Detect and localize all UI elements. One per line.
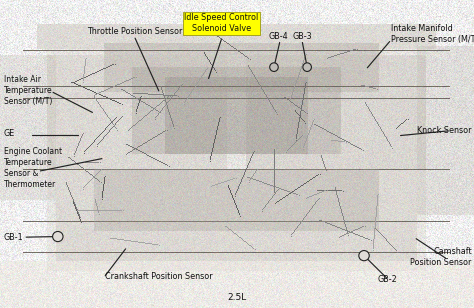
Ellipse shape [359,250,369,261]
Text: Idle Speed Control
Solenoid Valve: Idle Speed Control Solenoid Valve [184,13,258,33]
Text: GB-2: GB-2 [378,275,398,284]
Text: GB-4: GB-4 [269,32,289,41]
Text: GB-1: GB-1 [4,233,23,242]
Text: Throttle Position Sensor: Throttle Position Sensor [87,27,183,36]
Text: GE: GE [4,129,15,139]
Text: GB-3: GB-3 [292,32,312,41]
Text: Crankshaft Position Sensor: Crankshaft Position Sensor [105,272,213,281]
Text: 2.5L: 2.5L [228,293,246,302]
Ellipse shape [303,63,311,71]
Ellipse shape [270,63,278,71]
Text: Knock Sensor: Knock Sensor [417,126,472,136]
Text: Camshaft
Position Sensor: Camshaft Position Sensor [410,247,472,267]
Text: Engine Coolant
Temperature
Sensor &
Thermometer: Engine Coolant Temperature Sensor & Ther… [4,147,62,189]
Text: Intake Manifold
Pressure Sensor (M/T): Intake Manifold Pressure Sensor (M/T) [391,24,474,44]
Text: Intake Air
Temperature
Sensor (M/T): Intake Air Temperature Sensor (M/T) [4,75,53,107]
Ellipse shape [53,232,63,241]
